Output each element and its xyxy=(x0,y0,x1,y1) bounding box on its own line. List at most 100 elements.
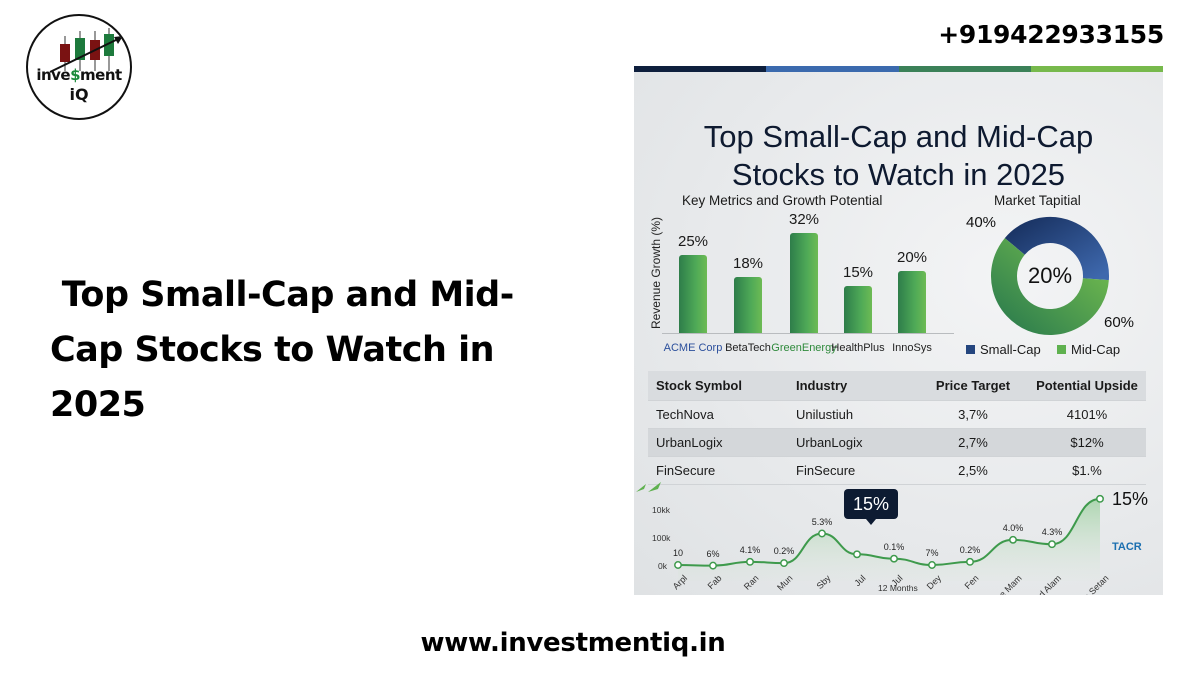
line-point xyxy=(1096,494,1104,503)
cell-symbol: FinSecure xyxy=(656,463,716,478)
bar-value-label: 25% xyxy=(677,232,709,250)
header-price-target: Price Target xyxy=(935,378,1011,393)
table-row: FinSecure FinSecure 2,5% $1.% xyxy=(648,457,1146,485)
table-row: TechNova Unilustiuh 3,7% 4101% xyxy=(648,401,1146,429)
bar xyxy=(898,270,926,333)
infographic-title: Top Small-Cap and Mid-Cap Stocks to Watc… xyxy=(634,118,1163,194)
bar xyxy=(844,286,872,333)
bar xyxy=(790,233,818,333)
point-value-label: 0.1% xyxy=(883,541,905,552)
tacr-logo-icon xyxy=(636,482,661,492)
y-tick: 10kk xyxy=(652,505,670,515)
tacr-logo-text: TACR xyxy=(1112,541,1142,553)
candlestick-chart-icon xyxy=(49,28,123,73)
point-value-label: 0.2% xyxy=(959,544,981,555)
donut-chart: 20% xyxy=(990,216,1110,336)
legend-label: Mid-Cap xyxy=(1071,342,1121,357)
small-cap-pct: 40% xyxy=(966,214,997,231)
x-axis-title: 12 Months xyxy=(878,583,918,593)
stripe-segment xyxy=(898,66,1031,72)
donut-segment xyxy=(1004,217,1109,281)
line-point xyxy=(709,561,717,570)
line-point xyxy=(780,559,788,568)
line-plot xyxy=(674,494,1104,581)
bar-chart-title: Key Metrics and Growth Potential xyxy=(682,193,883,208)
donut-center-value: 20% xyxy=(1027,263,1073,288)
line-point xyxy=(853,550,861,559)
line-point xyxy=(674,561,682,569)
cell-upside: $12% xyxy=(1070,435,1104,450)
line-point xyxy=(1009,535,1017,544)
y-tick: 100k xyxy=(652,533,671,543)
point-value-label: 4.0% xyxy=(1002,522,1024,533)
website-url[interactable]: www.investmentiq.in xyxy=(420,628,726,658)
end-value-label: 15% xyxy=(1112,489,1149,509)
bar-category-label: GreenEnergy xyxy=(771,342,837,354)
cell-price-target: 2,5% xyxy=(958,463,988,478)
stripe-segment xyxy=(634,66,767,72)
line-point xyxy=(1048,540,1056,549)
cell-upside: $1.% xyxy=(1072,463,1102,478)
cell-symbol: TechNova xyxy=(656,407,714,422)
title-line-1: Top Small-Cap and Mid-Cap xyxy=(703,119,1094,154)
bar-category-label: BetaTech xyxy=(725,342,771,354)
phone-number: +919422933155 xyxy=(938,20,1164,49)
table-row: UrbanLogix UrbanLogix 2,7% $12% xyxy=(648,429,1146,457)
line-point xyxy=(746,557,754,566)
bar-value-label: 20% xyxy=(896,248,928,266)
cell-price-target: 2,7% xyxy=(958,435,988,450)
cell-industry: Unilustiuh xyxy=(796,407,854,422)
investmentiq-logo: inve$ment iQ xyxy=(26,14,132,120)
stripe-segment xyxy=(766,66,899,72)
page-title: Top Small-Cap and Mid- Cap Stocks to Wat… xyxy=(50,275,514,425)
cell-industry: FinSecure xyxy=(796,463,856,478)
point-value-label: 10 xyxy=(672,548,683,558)
line-area xyxy=(678,498,1100,581)
legend-mid-cap: Mid-Cap xyxy=(1057,342,1120,357)
bar-value-label: 32% xyxy=(788,211,820,228)
point-value-label: 4.1% xyxy=(739,544,761,555)
logo-wordmark: inve$ment xyxy=(36,66,122,84)
bar xyxy=(679,254,707,333)
bar-category-label: InnoSys xyxy=(892,342,932,354)
bar-category-label: HealthPlus xyxy=(831,342,885,354)
donut-segment xyxy=(991,238,1109,335)
bar-category-label: ACME Corp xyxy=(663,342,723,354)
legend-small-cap: Small-Cap xyxy=(966,342,1041,357)
header-industry: Industry xyxy=(796,378,848,393)
table-header-row: Stock Symbol Industry Price Target Poten… xyxy=(648,371,1146,401)
cell-price-target: 3,7% xyxy=(958,407,988,422)
cell-industry: UrbanLogix xyxy=(796,435,863,450)
bar-value-label: 15% xyxy=(842,264,874,282)
donut-chart-title: Market Tapitial xyxy=(994,193,1081,208)
logo-iq: iQ xyxy=(69,85,89,104)
stripe-segment xyxy=(1030,66,1163,72)
bar-value-label: 18% xyxy=(732,254,764,272)
bar xyxy=(734,276,762,333)
color-stripe xyxy=(634,66,1163,72)
line-point xyxy=(818,529,826,538)
line-chart: 10kk 100k 0k 10 6% 4.1% 0.2% 5.3% 0.1% 7% 0.2% 4… xyxy=(634,481,1163,595)
line-point xyxy=(890,554,898,563)
line-point xyxy=(966,557,974,566)
point-value-label: 6% xyxy=(706,548,720,559)
title-line-2: Stocks to Watch in 2025 xyxy=(731,157,1066,192)
line-point xyxy=(928,561,936,569)
y-tick: 0k xyxy=(658,561,667,571)
header-stock-symbol: Stock Symbol xyxy=(656,378,742,393)
legend-swatch xyxy=(1057,345,1066,354)
legend-swatch xyxy=(966,345,975,354)
infographic-panel: Top Small-Cap and Mid-Cap Stocks to Watc… xyxy=(634,66,1163,595)
cell-symbol: UrbanLogix xyxy=(656,435,723,450)
bar-chart-y-axis-label: Revenue Growth (%) xyxy=(649,216,663,330)
legend-label: Small-Cap xyxy=(980,342,1041,357)
header-potential-upside: Potential Upside xyxy=(1036,378,1138,393)
donut-ring xyxy=(991,217,1109,335)
tooltip-value: 15% xyxy=(844,489,898,525)
cell-upside: 4101% xyxy=(1066,407,1108,422)
stocks-table: Stock Symbol Industry Price Target Poten… xyxy=(648,371,1146,485)
point-value-label: 4.3% xyxy=(1041,527,1063,538)
point-value-label: 0.2% xyxy=(773,546,795,557)
mid-cap-pct: 60% xyxy=(1104,314,1135,331)
point-value-label: 7% xyxy=(925,548,939,558)
